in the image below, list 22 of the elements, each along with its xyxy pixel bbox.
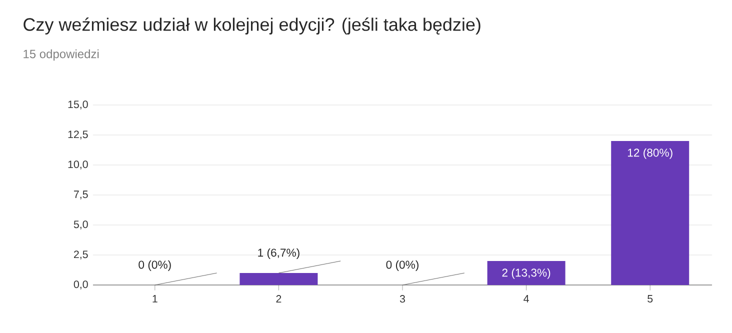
- y-tick-label: 0,0: [74, 280, 88, 290]
- bar: [240, 273, 318, 285]
- chart-title: Czy weźmiesz udział w kolejnej edycji? (jeśli taka będzie): [24, 17, 480, 35]
- data-label: 1 (6,7%): [258, 248, 300, 259]
- y-tick-label: 12,5: [68, 130, 88, 140]
- data-label: 0 (0%): [386, 260, 418, 271]
- x-tick-label: 5: [648, 295, 653, 302]
- x-tick-label: 3: [400, 295, 405, 303]
- x-tick-label: 1: [152, 295, 158, 302]
- x-tick-label: 2: [276, 295, 282, 302]
- y-tick-label: 10,0: [68, 160, 88, 170]
- chart-subtitle: 15 odpowiedzi: [24, 49, 99, 61]
- y-tick-label: 7,5: [74, 190, 88, 200]
- bar: [611, 141, 690, 285]
- y-tick-label: 2,5: [74, 250, 88, 260]
- data-label: 12 (80%): [628, 148, 672, 159]
- data-label: 0 (0%): [138, 260, 171, 271]
- data-label: 2 (13,3%): [502, 268, 550, 279]
- x-tick-label: 4: [524, 295, 529, 302]
- bar: [487, 261, 566, 285]
- y-tick-label: 15,0: [68, 100, 88, 110]
- y-tick-label: 5,0: [74, 220, 88, 230]
